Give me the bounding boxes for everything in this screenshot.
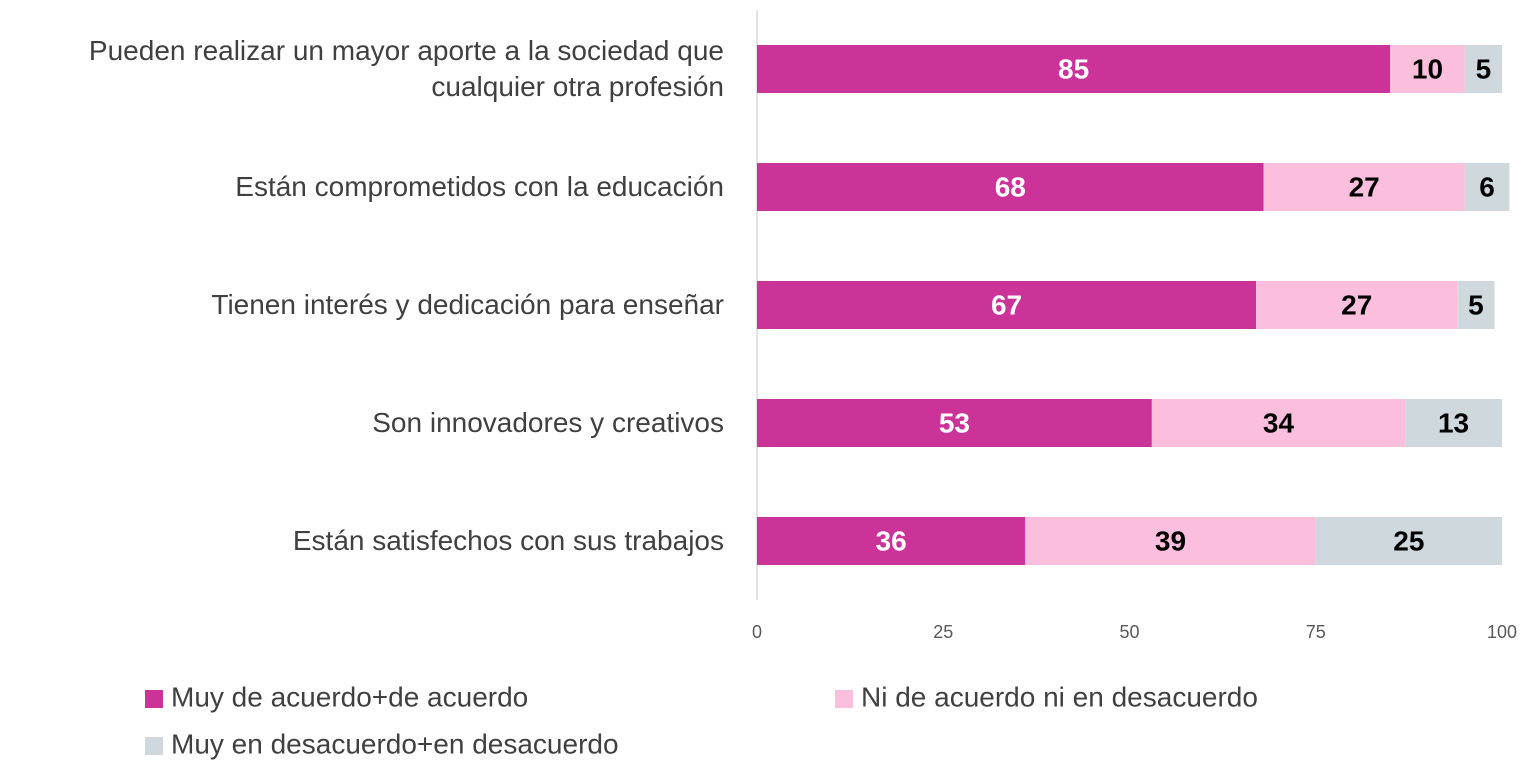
bar-segment (757, 163, 1264, 211)
value-label: 67 (991, 289, 1022, 320)
x-tick-label: 100 (1487, 622, 1517, 642)
value-label: 85 (1058, 53, 1089, 84)
bar-segment (1025, 517, 1316, 565)
bar-segment (1457, 281, 1495, 329)
legend-label: Muy en desacuerdo+en desacuerdo (171, 728, 619, 759)
bar-segment (757, 281, 1257, 329)
bar-segment (757, 45, 1391, 93)
legend-swatch (145, 737, 163, 755)
category-label: Tienen interés y dedicación para enseñar (211, 289, 724, 320)
bar-segment (1390, 45, 1465, 93)
bar-segment (757, 399, 1152, 447)
bar-segment (1464, 163, 1510, 211)
value-label: 10 (1412, 53, 1443, 84)
x-tick-label: 50 (1119, 622, 1139, 642)
bar-segment (1256, 281, 1458, 329)
x-tick-label: 25 (933, 622, 953, 642)
category-label: Pueden realizar un mayor aporte a la soc… (88, 35, 724, 102)
legend-label: Ni de acuerdo ni en desacuerdo (861, 681, 1258, 712)
legend-swatch (835, 690, 853, 708)
value-label: 5 (1468, 289, 1484, 320)
value-label: 25 (1393, 525, 1424, 556)
bar-segment (1464, 45, 1502, 93)
value-label: 53 (939, 407, 970, 438)
bar-segment (1315, 517, 1502, 565)
legend-swatch (145, 690, 163, 708)
bar-segment (1151, 399, 1406, 447)
x-tick-label: 0 (752, 622, 762, 642)
value-label: 13 (1438, 407, 1469, 438)
value-label: 68 (995, 171, 1026, 202)
value-label: 27 (1341, 289, 1372, 320)
bar-segment (1263, 163, 1465, 211)
x-tick-label: 75 (1306, 622, 1326, 642)
bar-segment (1405, 399, 1502, 447)
value-label: 6 (1479, 171, 1495, 202)
value-label: 34 (1263, 407, 1295, 438)
category-label: Son innovadores y creativos (372, 407, 724, 438)
legend-label: Muy de acuerdo+de acuerdo (171, 681, 528, 712)
value-label: 36 (876, 525, 907, 556)
category-label: Están satisfechos con sus trabajos (292, 525, 724, 556)
value-label: 39 (1155, 525, 1186, 556)
bar-segment (757, 517, 1026, 565)
value-label: 5 (1476, 53, 1492, 84)
category-label: Están comprometidos con la educación (235, 171, 724, 202)
value-label: 27 (1349, 171, 1380, 202)
